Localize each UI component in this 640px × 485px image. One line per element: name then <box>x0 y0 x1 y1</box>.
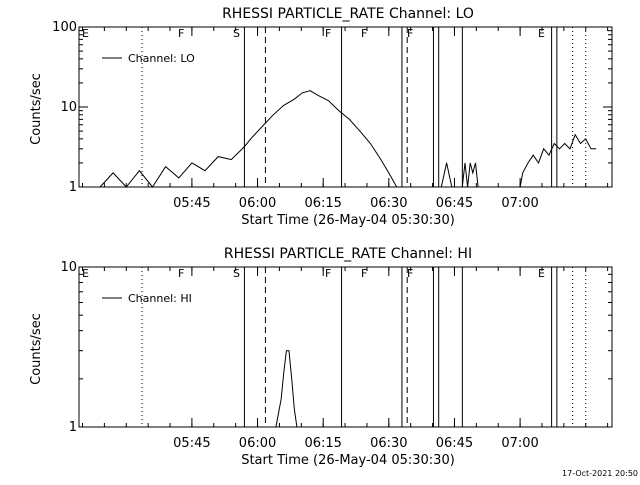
x-tick-label: 06:30 <box>370 196 407 211</box>
panel-hi: RHESSI PARTICLE_RATE Channel: HI 1 10 05:45… <box>29 246 613 468</box>
x-tick-label: 05:45 <box>173 436 210 451</box>
legend-label: Channel: LO <box>128 52 195 65</box>
x-tick-label: 06:15 <box>304 436 341 451</box>
y-tick-label: 10 <box>60 260 77 275</box>
series-line <box>99 90 398 188</box>
x-axis-label: Start Time (26-May-04 05:30:30) <box>241 453 455 468</box>
footer-timestamp: 17-Oct-2021 20:50 <box>562 469 638 478</box>
x-tick-label: 06:45 <box>436 436 473 451</box>
x-tick-label: 07:00 <box>501 436 538 451</box>
y-tick-label: 1 <box>69 420 77 435</box>
flag-label: F <box>407 267 413 280</box>
series-line <box>461 162 479 188</box>
x-tick-label: 06:00 <box>239 196 276 211</box>
flag-label: F <box>361 267 367 280</box>
y-tick-label: 1 <box>69 180 77 195</box>
series-line <box>275 350 298 428</box>
x-tick-label: 06:45 <box>436 196 473 211</box>
chart-title: RHESSI PARTICLE_RATE Channel: HI <box>224 246 472 262</box>
plot-frame <box>78 266 613 428</box>
y-axis-label: Counts/sec <box>29 313 44 385</box>
chart-title: RHESSI PARTICLE_RATE Channel: LO <box>222 6 474 22</box>
x-tick-label: 07:00 <box>501 196 538 211</box>
flag-label: E <box>538 267 545 280</box>
flag-label: F <box>178 267 184 280</box>
x-tick-label: 06:30 <box>370 436 407 451</box>
y-axis-label: Counts/sec <box>29 73 44 145</box>
series-line <box>440 162 453 188</box>
flag-label: E <box>538 27 545 40</box>
panel-lo: RHESSI PARTICLE_RATE Channel: LO 1 10 100 05… <box>29 6 613 228</box>
x-tick-label: 06:15 <box>304 196 341 211</box>
plot-frame <box>78 26 613 188</box>
flag-label: S <box>233 267 240 280</box>
y-tick-label: 10 <box>60 100 77 115</box>
flag-label: F <box>325 27 331 40</box>
y-tick-label: 100 <box>52 20 77 35</box>
flag-label: F <box>325 267 331 280</box>
flag-label: E <box>82 27 89 40</box>
x-axis-label: Start Time (26-May-04 05:30:30) <box>241 213 455 228</box>
flag-label: F <box>407 27 413 40</box>
x-tick-label: 06:00 <box>239 436 276 451</box>
series-line <box>519 133 597 188</box>
x-tick-label: 05:45 <box>173 196 210 211</box>
flag-label: E <box>82 267 89 280</box>
flag-label: F <box>361 27 367 40</box>
flag-label: F <box>178 27 184 40</box>
flag-label: S <box>233 27 240 40</box>
legend-label: Channel: HI <box>128 292 192 305</box>
